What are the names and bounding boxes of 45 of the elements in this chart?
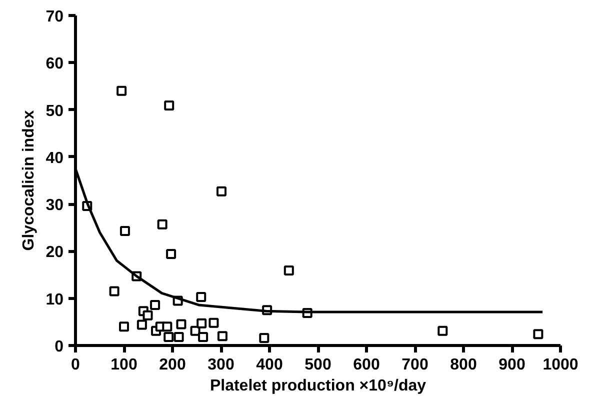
- y-tick-label: 60: [46, 56, 64, 73]
- point: [119, 322, 129, 332]
- x-axis-title: Platelet production ×10⁹/day: [210, 378, 426, 394]
- y-tick-label: 30: [46, 197, 64, 214]
- x-tick-label: 700: [402, 356, 428, 374]
- y-tick-label: 0: [54, 338, 64, 356]
- point: [164, 332, 174, 342]
- x-tick-label: 200: [159, 356, 186, 374]
- x-tick-label: 800: [450, 356, 477, 374]
- point: [208, 318, 219, 328]
- point: [216, 186, 226, 196]
- y-axis-title: Glycocalicin index: [20, 110, 38, 251]
- point: [166, 249, 176, 260]
- x-tick-label: 300: [208, 356, 234, 374]
- point: [116, 86, 127, 96]
- point: [438, 326, 448, 336]
- point: [259, 332, 270, 343]
- y-tick-label: 10: [46, 291, 64, 308]
- point: [196, 292, 206, 302]
- point: [164, 100, 174, 111]
- point: [174, 332, 184, 342]
- point: [136, 320, 147, 330]
- point: [120, 226, 130, 236]
- y-tick-label: 40: [46, 150, 64, 167]
- y-tick-label: 20: [46, 244, 64, 262]
- point: [109, 286, 120, 296]
- point: [150, 300, 160, 310]
- point: [217, 331, 228, 342]
- x-tick-label: 900: [498, 356, 526, 374]
- point: [284, 266, 294, 276]
- y-tick-label: 50: [46, 102, 64, 120]
- point: [196, 318, 207, 328]
- point: [198, 332, 208, 342]
- point: [157, 219, 168, 230]
- point: [533, 329, 544, 340]
- point: [142, 310, 153, 320]
- x-tick-label: 100: [110, 356, 138, 374]
- y-tick-label: 70: [46, 8, 64, 26]
- x-tick-label: 400: [256, 356, 283, 374]
- point: [176, 319, 186, 330]
- x-tick-label: 500: [304, 356, 332, 374]
- x-tick-label: 0: [71, 356, 80, 374]
- point: [162, 322, 172, 332]
- x-tick-label: 1000: [542, 356, 578, 374]
- x-tick-label: 600: [353, 356, 380, 374]
